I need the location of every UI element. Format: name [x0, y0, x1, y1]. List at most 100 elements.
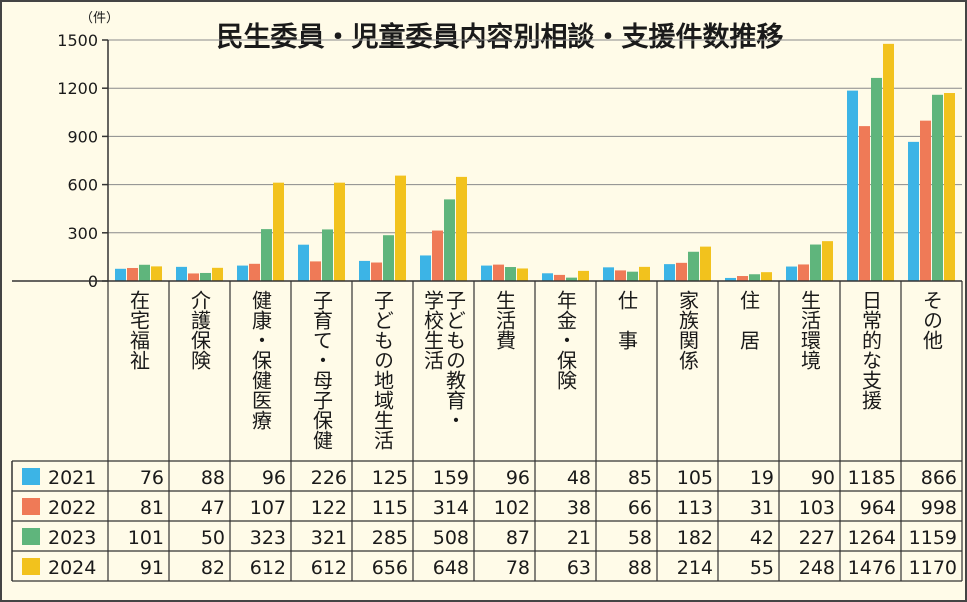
category-label-11: 生活環境	[798, 290, 822, 370]
table-cell-2024-5: 648	[433, 557, 469, 579]
category-label-5: 学校生活	[421, 290, 445, 370]
bar-2022-3	[310, 261, 321, 281]
bar-2023-4	[383, 235, 394, 281]
table-cell-2022-10: 31	[750, 497, 774, 519]
bar-series	[115, 43, 955, 282]
bar-2022-0	[127, 267, 138, 281]
table-cell-2023-6: 87	[506, 527, 530, 549]
bar-2024-5	[456, 176, 467, 281]
category-label-10: 住 居	[737, 290, 761, 350]
y-unit-label: （件）	[80, 11, 119, 26]
bar-2022-4	[371, 262, 382, 281]
chart-title: 民生委員・児童委員内容別相談・支援件数推移	[217, 21, 784, 53]
bar-2023-9	[688, 251, 699, 281]
table-cell-2021-12: 1185	[848, 467, 896, 489]
table-cell-2022-3: 122	[311, 497, 347, 519]
legend-swatch-2021	[22, 468, 40, 485]
table-cell-2022-2: 107	[250, 497, 286, 519]
y-tick-label: 1200	[57, 79, 98, 98]
bar-2021-5	[420, 255, 431, 281]
table-cell-2021-7: 48	[567, 467, 591, 489]
table-cell-2021-1: 88	[201, 467, 225, 489]
table-cell-2021-5: 159	[433, 467, 469, 489]
bar-2023-6	[505, 267, 516, 281]
bar-2022-1	[188, 273, 199, 281]
legend-swatch-2024	[22, 558, 40, 575]
bar-2022-8	[615, 270, 626, 281]
bar-2024-12	[883, 43, 894, 281]
category-label-2: 健康・保健医療	[249, 290, 273, 430]
table-cell-2022-9: 113	[677, 497, 713, 519]
bar-2022-13	[920, 120, 931, 281]
legend-label-2022: 2022	[48, 497, 96, 519]
bar-2023-7	[566, 277, 577, 281]
bar-2024-3	[334, 182, 345, 281]
bar-2024-0	[151, 266, 162, 281]
category-label-4: 子どもの地域生活	[371, 290, 395, 450]
table-cell-2022-0: 81	[140, 497, 164, 519]
table-cell-2021-6: 96	[506, 467, 530, 489]
table-cell-2023-2: 323	[250, 527, 286, 549]
table-cell-2021-8: 85	[628, 467, 652, 489]
bar-2024-13	[944, 93, 955, 282]
table-cell-2022-13: 998	[921, 497, 957, 519]
bar-2024-10	[761, 272, 772, 281]
bar-2024-6	[517, 268, 528, 281]
bar-2023-11	[810, 244, 821, 281]
table-cell-2022-7: 38	[567, 497, 591, 519]
category-label-6: 生活費	[493, 290, 517, 350]
table-cell-2024-12: 1476	[848, 557, 896, 579]
bar-2021-7	[542, 273, 553, 281]
table-cell-2024-4: 656	[372, 557, 408, 579]
legend-label-2021: 2021	[48, 467, 96, 489]
bar-2021-6	[481, 265, 492, 281]
table-cell-2022-8: 66	[628, 497, 652, 519]
table-cell-2022-4: 115	[372, 497, 408, 519]
bar-2021-0	[115, 268, 126, 281]
bar-2023-10	[749, 274, 760, 281]
bar-2021-2	[237, 265, 248, 281]
table-cell-2024-0: 91	[140, 557, 164, 579]
category-label-9: 家族関係	[676, 290, 700, 370]
table-cell-2022-5: 314	[433, 497, 469, 519]
legend-swatch-2022	[22, 498, 40, 515]
bar-2023-8	[627, 271, 638, 281]
table-cell-2023-13: 1159	[909, 527, 957, 549]
bar-2021-1	[176, 266, 187, 281]
bar-2022-12	[859, 126, 870, 281]
table-cell-2024-2: 612	[250, 557, 286, 579]
category-label-8: 仕 事	[615, 290, 639, 350]
table-cell-2023-10: 42	[750, 527, 774, 549]
table-cell-2023-11: 227	[799, 527, 835, 549]
bar-2021-3	[298, 244, 309, 281]
bar-2023-13	[932, 94, 943, 282]
bar-2022-7	[554, 274, 565, 281]
table-cell-2024-7: 63	[567, 557, 591, 579]
category-label-5: 子どもの教育・	[443, 290, 467, 430]
table-cell-2022-11: 103	[799, 497, 835, 519]
legend-label-2024: 2024	[48, 557, 96, 579]
bar-2021-4	[359, 260, 370, 281]
table-cell-2021-9: 105	[677, 467, 713, 489]
table-cell-2021-13: 866	[921, 467, 957, 489]
table-cell-2023-0: 101	[128, 527, 164, 549]
category-label-0: 在宅福祉	[127, 290, 151, 370]
bar-2024-9	[700, 246, 711, 281]
bar-2022-10	[737, 276, 748, 281]
bar-2024-1	[212, 267, 223, 281]
bar-2021-8	[603, 267, 614, 281]
category-label-12: 日常的な支援	[859, 290, 883, 410]
table-cell-2022-6: 102	[494, 497, 530, 519]
bar-2023-0	[139, 264, 150, 281]
table-cell-2021-11: 90	[811, 467, 835, 489]
table-cell-2023-4: 285	[372, 527, 408, 549]
table-cell-2024-8: 88	[628, 557, 652, 579]
table-cell-2021-3: 226	[311, 467, 347, 489]
bar-2023-1	[200, 272, 211, 281]
table-cell-2021-2: 96	[262, 467, 286, 489]
table-cell-2023-1: 50	[201, 527, 225, 549]
bar-2021-9	[664, 264, 675, 281]
table-cell-2024-6: 78	[506, 557, 530, 579]
